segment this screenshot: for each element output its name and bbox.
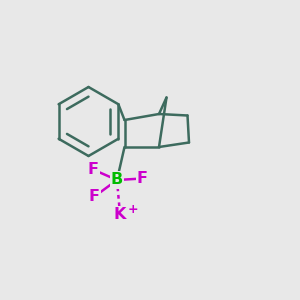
Text: F: F (89, 189, 100, 204)
Text: +: + (127, 202, 138, 216)
Text: F: F (88, 162, 98, 177)
Text: B: B (111, 172, 123, 188)
Text: F: F (137, 171, 148, 186)
Text: K: K (114, 207, 126, 222)
